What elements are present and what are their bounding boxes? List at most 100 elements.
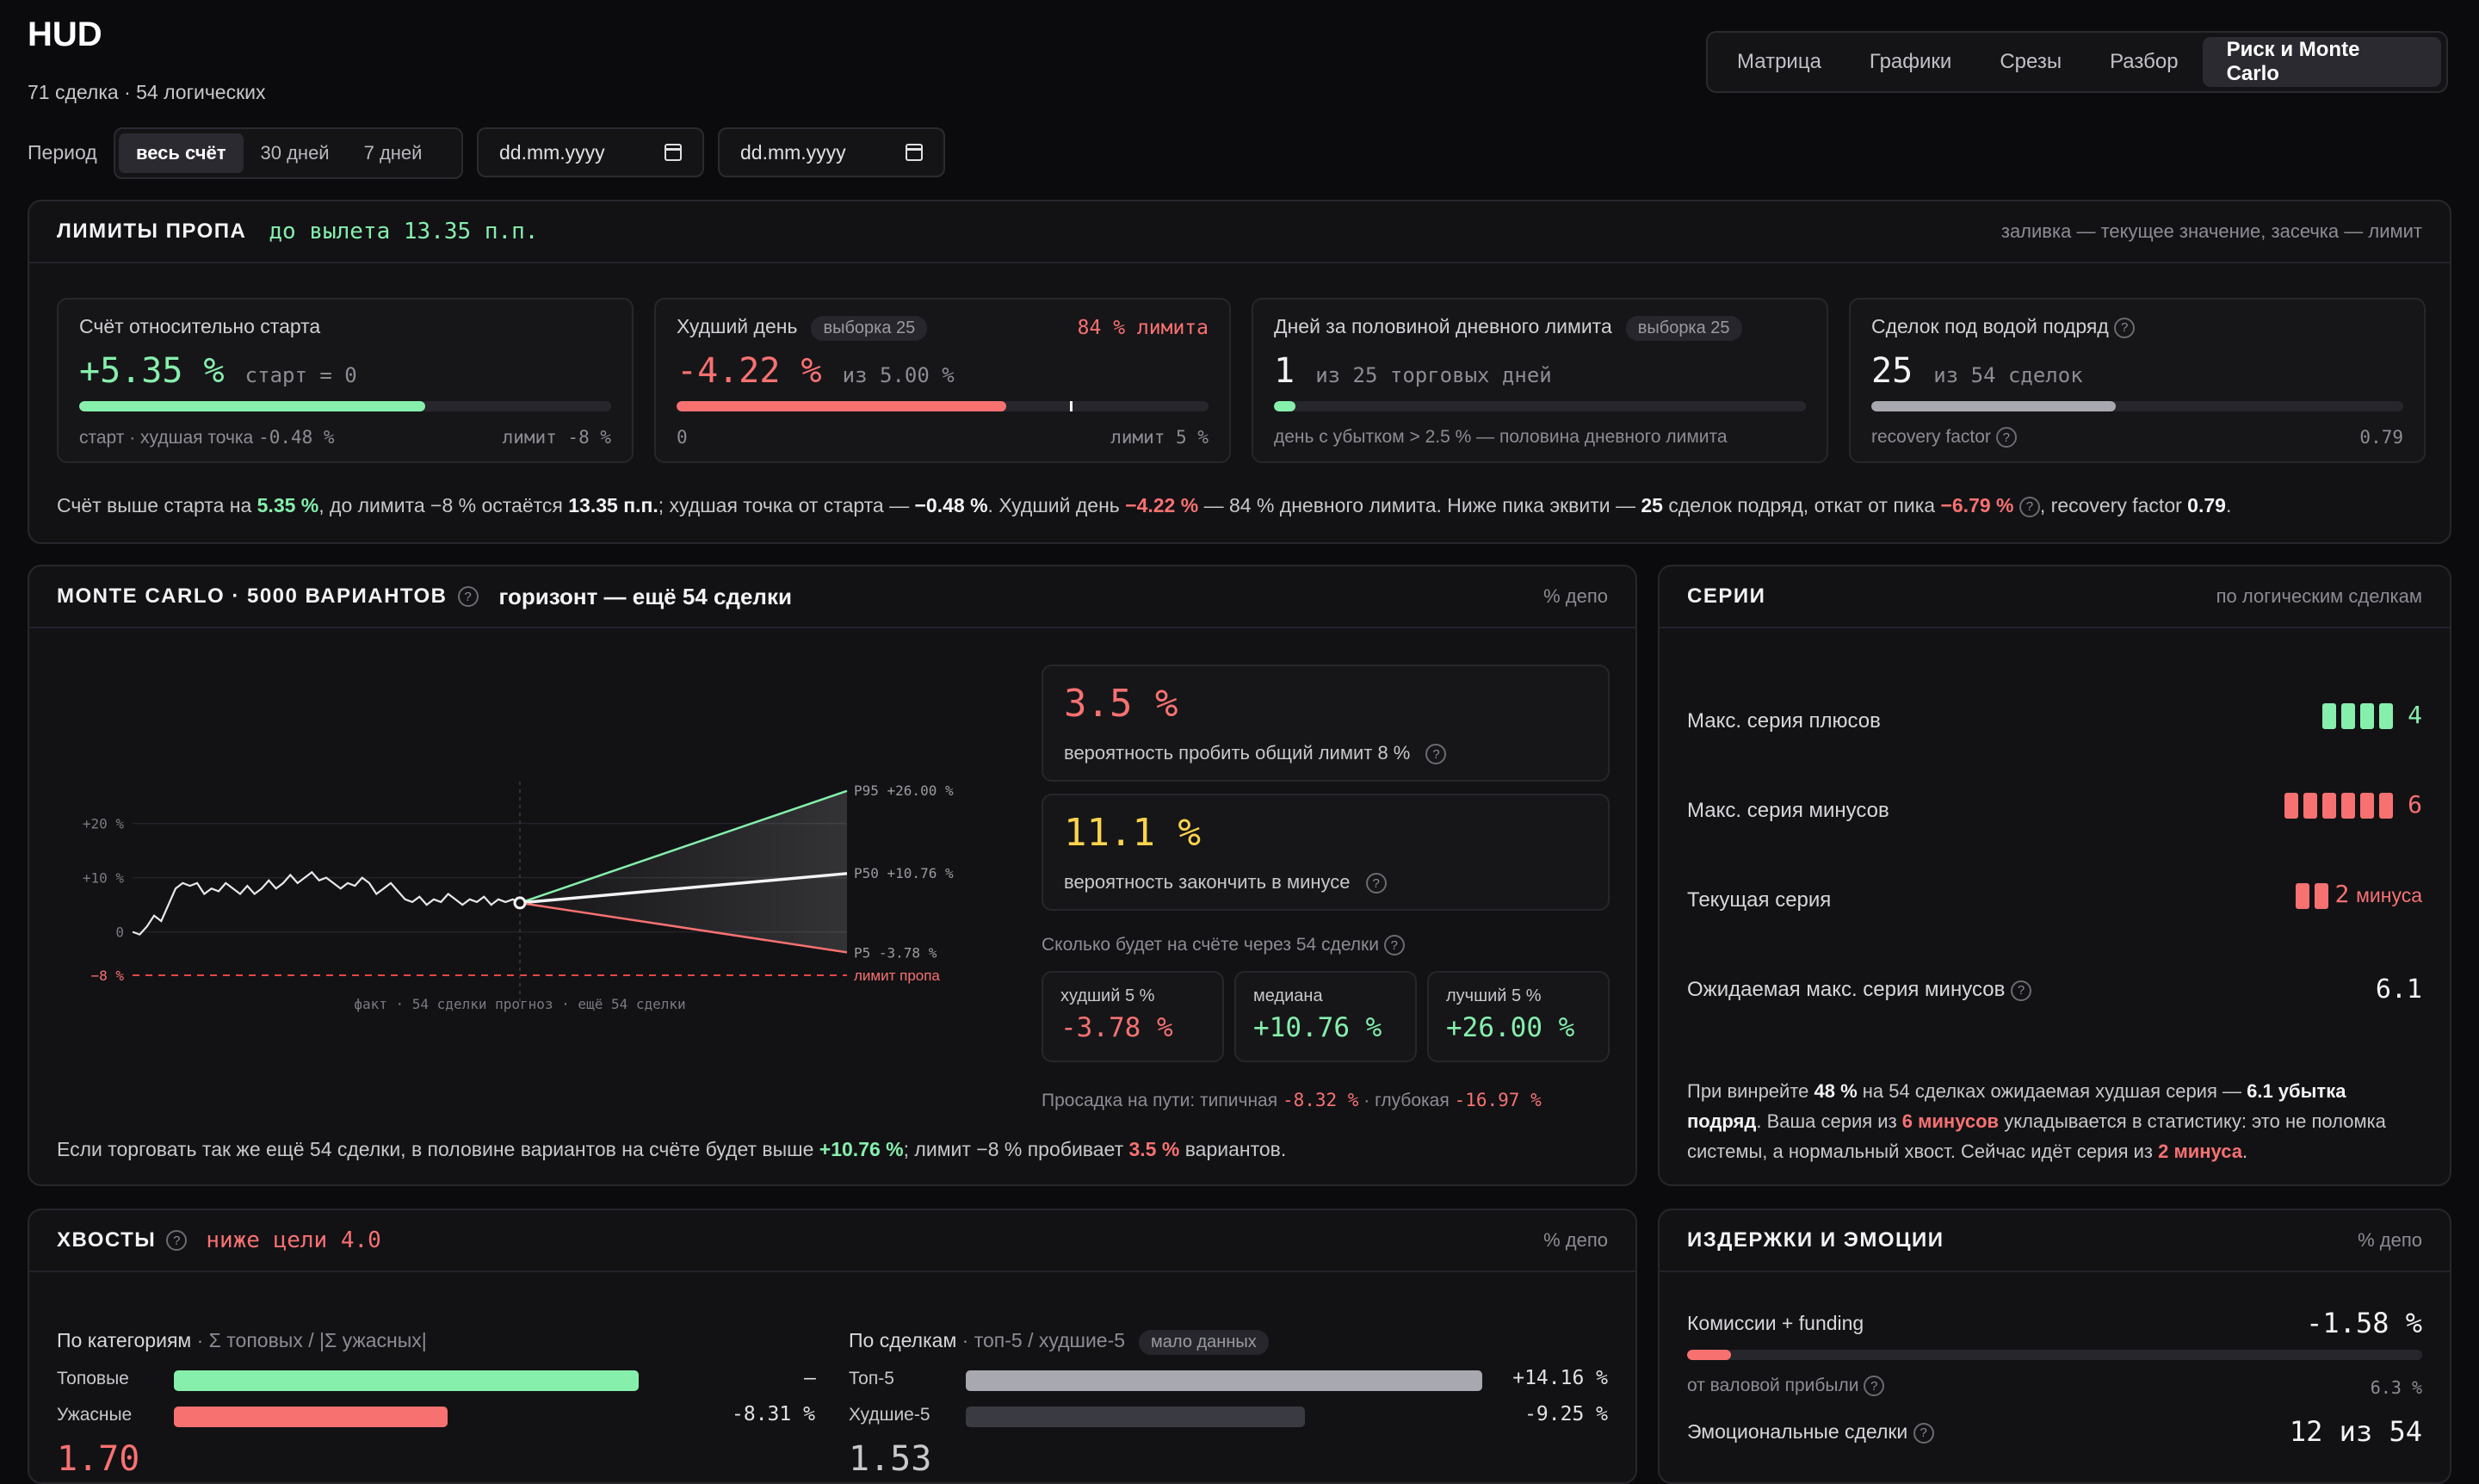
break-probability-card: 3.5 % вероятность пробить общий лимит 8 … [1042,665,1610,782]
sample-chip: выборка 25 [811,316,928,341]
help-icon[interactable]: ? [1365,873,1387,894]
series-square [2360,793,2375,819]
series-square [2341,793,2356,819]
help-icon[interactable]: ? [1425,744,1447,765]
series-square [2322,793,2337,819]
tab-risk-monte-carlo[interactable]: Риск и Monte Carlo [2202,37,2441,87]
period-30d-button[interactable]: 30 дней [260,142,330,164]
deal-label: Топ-5 [849,1369,894,1388]
card-footer: recovery factor ? 0.79 [1871,427,2403,448]
deal-value: -9.25 % [1524,1403,1608,1425]
date-from-input[interactable]: dd.mm.yyyy [477,127,704,177]
current-point [513,896,527,910]
progress-fill [1871,401,2117,411]
low-data-chip: мало данных [1139,1330,1269,1355]
category-bar [174,1370,690,1391]
forecast-cone [520,790,847,953]
trade-count: 71 сделка · 54 логических [28,81,266,103]
tab-review[interactable]: Разбор [2110,50,2179,73]
calendar-icon[interactable] [665,144,682,161]
card-footer: день с убытком > 2.5 % — половина дневно… [1274,427,1728,447]
category-value: — [804,1367,816,1389]
card-title: Худший день выборка 25 [677,315,928,341]
deal-value: +14.16 % [1512,1367,1608,1389]
help-icon[interactable]: ? [2018,496,2040,517]
series-expected-value: 6.1 [2375,974,2422,1005]
date-to-value: dd.mm.yyyy [740,140,846,164]
panel-note: заливка — текущее значение, засечка — ли… [2000,220,2422,242]
calendar-icon[interactable] [906,144,923,161]
y-tick-label: 0 [115,924,124,941]
help-icon[interactable]: ? [1864,1376,1885,1397]
progress-fill [1274,401,1295,411]
prop-limits-panel: ЛИМИТЫ ПРОПА до вылета 13.35 п.п. заливк… [28,200,2451,544]
period-all-button[interactable]: весь счёт [119,133,244,173]
date-to-input[interactable]: dd.mm.yyyy [718,127,945,177]
p5-line [519,901,848,954]
deal-label: Худшие-5 [849,1405,930,1425]
p95-label: P95 +26.00 % [854,782,954,799]
panel-title: ИЗДЕРЖКИ И ЭМОЦИИ [1687,1228,1944,1252]
p5-label: P5 -3.78 % [854,944,937,961]
series-square [2341,703,2356,729]
help-icon[interactable]: ? [2114,317,2136,338]
series-loss-value: 6 [2279,790,2422,819]
progress-fill [677,401,1007,411]
panel-title: СЕРИИ [1687,584,1766,608]
underwater-card: Сделок под водой подряд ? 25 из 54 сдело… [1849,298,2426,463]
fees-share: 6.3 % [2370,1377,2422,1398]
emotional-value: 12 из 54 [2289,1415,2422,1448]
progress-bar [79,401,611,411]
panel-note: % депо [1543,1229,1608,1251]
panel-note: % депо [2358,1229,2422,1251]
fees-sub: от валовой прибыли ? [1687,1376,1885,1397]
sample-chip: выборка 25 [1625,316,1742,341]
help-icon[interactable]: ? [2011,980,2031,1001]
y-tick-label: +10 % [83,870,125,887]
series-current-value: 2 минуса [2290,880,2422,909]
app-title: HUD [28,15,102,53]
card-title: Дней за половиной дневного лимита выборка… [1274,315,1742,341]
p95-line [519,789,848,905]
dist-label: худший 5 % [1060,986,1155,1005]
limit-label: лимит пропа [854,968,940,984]
tails-panel: ХВОСТЫ ? ниже цели 4.0 % депо По категор… [28,1209,1637,1484]
monte-carlo-header: MONTE CARLO · 5000 ВАРИАНТОВ ? горизонт … [29,566,1635,628]
tab-charts[interactable]: Графики [1869,50,1952,73]
help-icon[interactable]: ? [166,1230,188,1251]
help-icon[interactable]: ? [1995,427,2017,448]
loss-probability-card: 11.1 % вероятность закончить в минусе ? [1042,794,1610,911]
help-icon[interactable]: ? [1383,935,1405,956]
card-value: 25 из 54 сделок [1871,351,2083,391]
deal-bar [966,1407,1487,1427]
series-square [2360,703,2375,729]
deals-title: По сделкам · топ-5 / худшие-5 мало данных [849,1329,1269,1355]
tab-slices[interactable]: Срезы [2000,50,2062,73]
category-bar [174,1407,690,1427]
fees-bar [1687,1350,2422,1360]
horizon-label: горизонт — ещё 54 сделки [498,583,792,609]
help-icon[interactable]: ? [1913,1422,1934,1444]
category-fill [174,1407,448,1427]
series-panel: СЕРИИ по логическим сделкам Макс. серия … [1658,565,2451,1186]
series-square [2314,882,2328,909]
dist-worst-card: худший 5 % -3.78 % [1042,971,1224,1062]
card-value: +5.35 % старт = 0 [79,351,357,391]
drawdown-info: Просадка на пути: типичная -8.32 % · глу… [1042,1090,1542,1110]
category-ratio: 1.70 [57,1439,140,1479]
period-7d-button[interactable]: 7 дней [363,142,423,164]
emotional-label: Эмоциональные сделки ? [1687,1420,1934,1444]
categories-title: По категориям · Σ топовых / |Σ ужасных| [57,1329,427,1351]
series-square [2379,703,2394,729]
deal-ratio: 1.53 [849,1439,932,1479]
card-footer: 0 лимит 5 % [677,427,1209,448]
panel-note: по логическим сделкам [2216,585,2422,607]
series-square [2322,703,2337,729]
help-icon[interactable]: ? [457,586,479,607]
card-footer: старт · худшая точка -0.48 % лимит -8 % [79,427,611,448]
progress-bar [1871,401,2403,411]
equity-fact-line [132,870,521,936]
break-probability-value: 3.5 % [1064,682,1178,726]
balance-card: Счёт относительно старта +5.35 % старт =… [57,298,634,463]
tab-matrix[interactable]: Матрица [1737,50,1821,73]
